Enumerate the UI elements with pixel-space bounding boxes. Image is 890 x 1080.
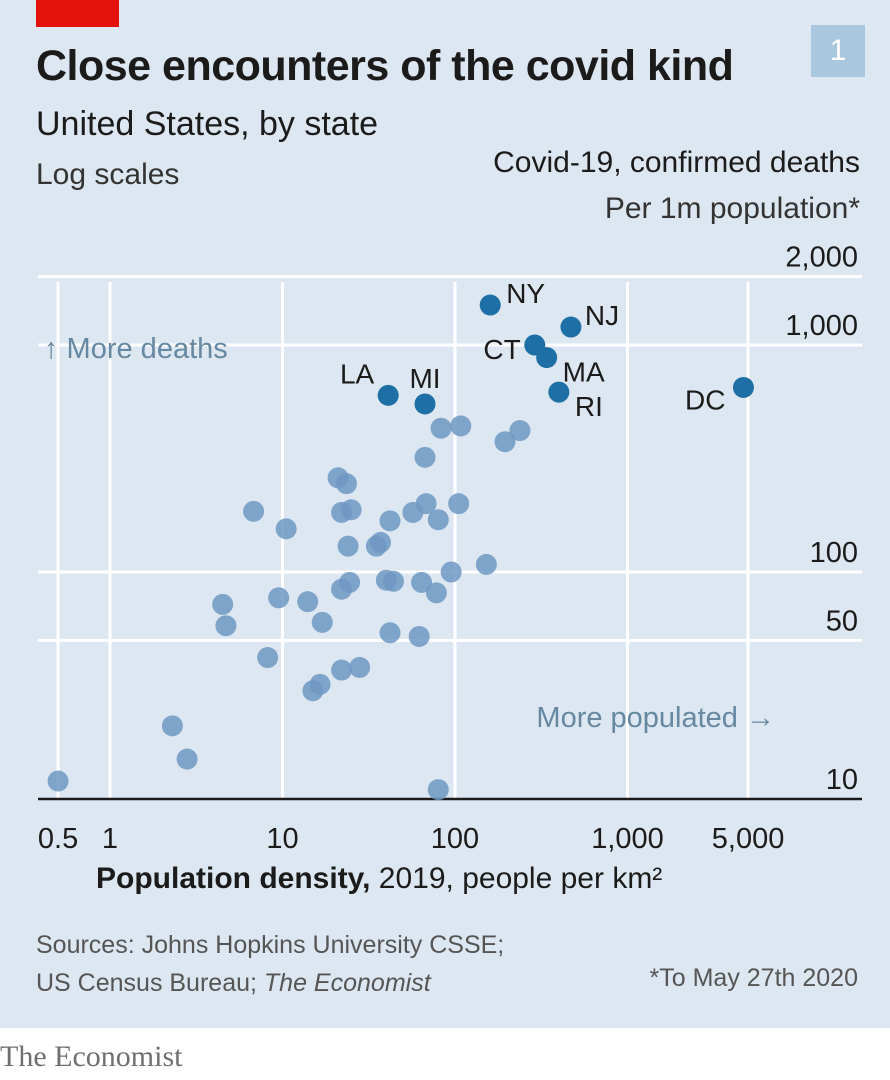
chart-subtitle: United States, by state	[36, 105, 379, 143]
state-point	[275, 518, 297, 540]
other-states-points	[47, 415, 531, 801]
date-footnote: *To May 27th 2020	[649, 964, 858, 992]
state-point	[382, 570, 404, 592]
state-point	[414, 446, 436, 468]
state-point	[297, 591, 319, 613]
highlighted-states-points	[377, 294, 754, 415]
state-point	[475, 553, 497, 575]
sources-line-1: Sources: Johns Hopkins University CSSE;	[36, 931, 505, 959]
highlighted-point-nj	[560, 316, 582, 338]
state-point	[331, 659, 353, 681]
state-point	[309, 673, 331, 695]
state-point	[257, 647, 279, 669]
y-axis-subtitle: Per 1m population*	[604, 192, 860, 225]
state-point	[379, 622, 401, 644]
state-point	[448, 493, 470, 515]
state-point	[440, 561, 462, 583]
highlighted-point-la	[377, 384, 399, 406]
x-axis-title-rest: 2019, people per km²	[370, 862, 663, 895]
x-tick-label: 10	[266, 823, 298, 855]
state-point	[349, 656, 371, 678]
y-tick-labels: 10 50 100 1,000 2,000	[785, 242, 858, 796]
chart-number-badge: 1	[811, 25, 865, 77]
y-gridlines	[38, 275, 862, 642]
highlighted-point-mi	[414, 393, 436, 415]
highlighted-point-ny	[479, 294, 501, 316]
y-tick-label: 10	[826, 764, 858, 796]
chart-title: Close encounters of the covid kind	[36, 42, 734, 90]
state-point	[427, 509, 449, 531]
x-tick-label: 100	[431, 823, 479, 855]
highlighted-point-dc	[732, 376, 754, 398]
state-point	[450, 415, 472, 437]
state-point	[430, 417, 452, 439]
state-label-nj: NJ	[585, 300, 619, 331]
y-tick-label: 2,000	[785, 242, 858, 274]
state-point	[176, 748, 198, 770]
state-point	[337, 535, 359, 557]
state-point	[243, 500, 265, 522]
state-label-ri: RI	[575, 391, 603, 422]
state-point	[212, 593, 234, 615]
state-point	[370, 531, 392, 553]
state-point	[408, 625, 430, 647]
state-point	[379, 510, 401, 532]
state-point	[415, 493, 437, 515]
state-label-dc: DC	[685, 384, 725, 415]
sources-line-2a: US Census Bureau;	[36, 969, 264, 997]
state-point	[311, 611, 333, 633]
y-tick-label: 1,000	[785, 310, 858, 342]
state-point	[339, 571, 361, 593]
scale-note: Log scales	[36, 158, 180, 191]
highlighted-point-ri	[548, 381, 570, 403]
x-tick-label: 1,000	[591, 823, 664, 855]
x-tick-label: 0.5	[38, 823, 78, 855]
state-point	[427, 779, 449, 801]
state-point	[425, 582, 447, 604]
x-gridlines	[56, 282, 750, 799]
state-label-ny: NY	[506, 278, 545, 309]
sources-line-2b: The Economist	[263, 969, 431, 997]
state-point	[161, 715, 183, 737]
x-tick-label: 1	[102, 823, 118, 855]
x-tick-label: 5,000	[712, 823, 785, 855]
state-point	[340, 499, 362, 521]
x-tick-labels: 0.5 1 10 100 1,000 5,000	[38, 823, 784, 855]
state-point	[411, 571, 433, 593]
state-point	[509, 420, 531, 442]
sources-note: Sources: Johns Hopkins University CSSE; U…	[36, 926, 596, 1002]
more-populated-annotation: More populated →	[536, 702, 775, 734]
highlighted-point-ma	[536, 347, 558, 369]
state-label-ma: MA	[563, 357, 605, 388]
state-point	[268, 587, 290, 609]
y-axis-title: Covid-19, confirmed deaths	[493, 146, 860, 179]
brand-accent-tab	[36, 0, 119, 27]
state-label-la: LA	[340, 358, 375, 389]
more-deaths-annotation: ↑ More deaths	[44, 333, 228, 365]
y-tick-label: 50	[826, 605, 858, 637]
state-point	[494, 431, 516, 453]
state-label-ct: CT	[483, 334, 520, 365]
state-point	[47, 770, 69, 792]
x-axis-title: Population density, 2019, people per km²	[96, 862, 662, 896]
state-point	[215, 615, 237, 637]
state-label-mi: MI	[409, 363, 440, 394]
x-axis-title-bold: Population density,	[96, 862, 371, 895]
state-point	[336, 473, 358, 495]
y-tick-label: 100	[810, 537, 858, 569]
brand-logo-text: The Economist	[0, 1040, 183, 1073]
